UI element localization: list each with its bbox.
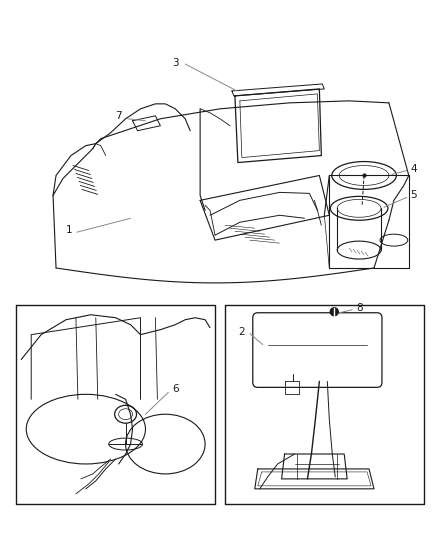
- Text: 1: 1: [66, 225, 72, 235]
- Text: 3: 3: [172, 58, 179, 68]
- Text: 7: 7: [115, 111, 122, 121]
- Text: 8: 8: [356, 303, 362, 313]
- Ellipse shape: [330, 308, 338, 316]
- Text: 2: 2: [239, 327, 245, 337]
- Text: 4: 4: [410, 164, 417, 174]
- Text: 5: 5: [410, 190, 417, 200]
- Text: 6: 6: [172, 384, 179, 394]
- FancyBboxPatch shape: [253, 313, 382, 387]
